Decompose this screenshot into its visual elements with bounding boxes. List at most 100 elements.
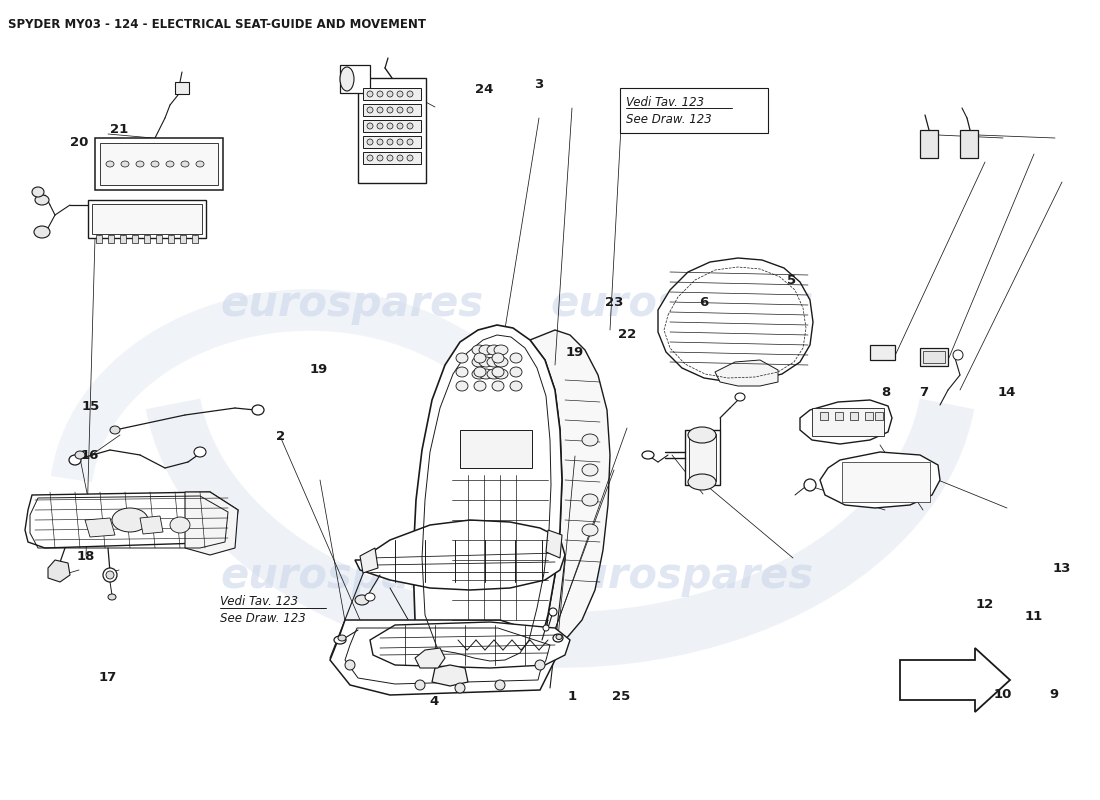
Bar (820, 412, 828, 420)
Ellipse shape (556, 634, 562, 639)
Ellipse shape (582, 494, 598, 506)
Ellipse shape (582, 464, 598, 476)
Ellipse shape (688, 427, 716, 443)
Ellipse shape (495, 680, 505, 690)
Ellipse shape (487, 369, 500, 379)
Bar (920, 130, 938, 158)
Polygon shape (85, 518, 116, 537)
Bar (120, 235, 127, 243)
Polygon shape (530, 330, 610, 648)
Bar (850, 412, 858, 420)
Ellipse shape (456, 353, 468, 363)
Text: eurospares: eurospares (550, 283, 814, 325)
Text: 19: 19 (565, 346, 583, 358)
Bar (865, 412, 873, 420)
Ellipse shape (170, 517, 190, 533)
Bar (95, 138, 223, 190)
Bar (340, 65, 370, 93)
Ellipse shape (549, 608, 557, 616)
Polygon shape (360, 548, 378, 573)
Text: eurospares: eurospares (550, 555, 814, 597)
Ellipse shape (510, 353, 522, 363)
Polygon shape (715, 360, 778, 386)
Bar (363, 152, 421, 164)
Bar (812, 408, 884, 436)
Ellipse shape (35, 195, 50, 205)
Ellipse shape (252, 405, 264, 415)
Ellipse shape (355, 595, 368, 605)
Bar (363, 136, 421, 148)
Ellipse shape (415, 680, 425, 690)
Ellipse shape (367, 107, 373, 113)
Ellipse shape (338, 635, 346, 641)
Ellipse shape (455, 683, 465, 693)
Ellipse shape (735, 393, 745, 401)
Text: 22: 22 (618, 328, 636, 341)
Polygon shape (370, 622, 570, 668)
Ellipse shape (397, 107, 403, 113)
Ellipse shape (407, 123, 412, 129)
Ellipse shape (69, 455, 81, 465)
Text: 20: 20 (70, 136, 88, 149)
Polygon shape (432, 665, 468, 686)
Text: 9: 9 (1049, 688, 1058, 701)
Polygon shape (48, 560, 70, 582)
Bar (180, 235, 186, 243)
Ellipse shape (367, 123, 373, 129)
Ellipse shape (34, 226, 50, 238)
Text: 1: 1 (568, 690, 576, 702)
Ellipse shape (106, 571, 114, 579)
Ellipse shape (494, 357, 508, 367)
Ellipse shape (688, 474, 716, 490)
Text: 17: 17 (99, 671, 117, 684)
Text: eurospares: eurospares (220, 555, 484, 597)
Bar (920, 348, 948, 366)
Text: 11: 11 (1025, 610, 1043, 622)
Bar (100, 143, 218, 185)
Bar (870, 345, 895, 360)
Bar (363, 104, 421, 116)
Ellipse shape (472, 345, 486, 355)
Text: 21: 21 (110, 123, 128, 136)
Text: 16: 16 (81, 450, 99, 462)
Text: 2: 2 (276, 430, 285, 442)
Ellipse shape (387, 123, 393, 129)
Ellipse shape (487, 357, 500, 367)
Ellipse shape (543, 625, 549, 631)
Ellipse shape (510, 381, 522, 391)
Ellipse shape (367, 91, 373, 97)
Ellipse shape (478, 357, 493, 367)
Text: 15: 15 (81, 400, 99, 413)
Ellipse shape (953, 350, 962, 360)
Polygon shape (185, 492, 238, 555)
Ellipse shape (194, 447, 206, 457)
Polygon shape (140, 516, 163, 534)
Bar (835, 412, 843, 420)
Text: 19: 19 (310, 363, 328, 376)
Ellipse shape (510, 367, 522, 377)
Text: 10: 10 (994, 688, 1012, 701)
Ellipse shape (407, 155, 412, 161)
Text: 5: 5 (788, 274, 796, 286)
Ellipse shape (472, 357, 486, 367)
Polygon shape (330, 620, 560, 695)
Ellipse shape (377, 107, 383, 113)
Ellipse shape (478, 345, 493, 355)
Bar (689, 434, 716, 481)
Text: 14: 14 (998, 386, 1015, 398)
Polygon shape (900, 648, 1010, 712)
Ellipse shape (112, 508, 148, 532)
Bar (92, 204, 202, 234)
Polygon shape (412, 325, 562, 672)
Text: SPYDER MY03 - 124 - ELECTRICAL SEAT-GUIDE AND MOVEMENT: SPYDER MY03 - 124 - ELECTRICAL SEAT-GUID… (8, 18, 426, 31)
Ellipse shape (106, 161, 114, 167)
Ellipse shape (340, 67, 354, 91)
Bar (842, 462, 930, 502)
Bar (358, 78, 426, 183)
Polygon shape (546, 530, 562, 558)
Text: See Draw. 123: See Draw. 123 (626, 113, 712, 126)
Ellipse shape (492, 381, 504, 391)
Ellipse shape (397, 139, 403, 145)
Ellipse shape (345, 660, 355, 670)
Ellipse shape (582, 524, 598, 536)
